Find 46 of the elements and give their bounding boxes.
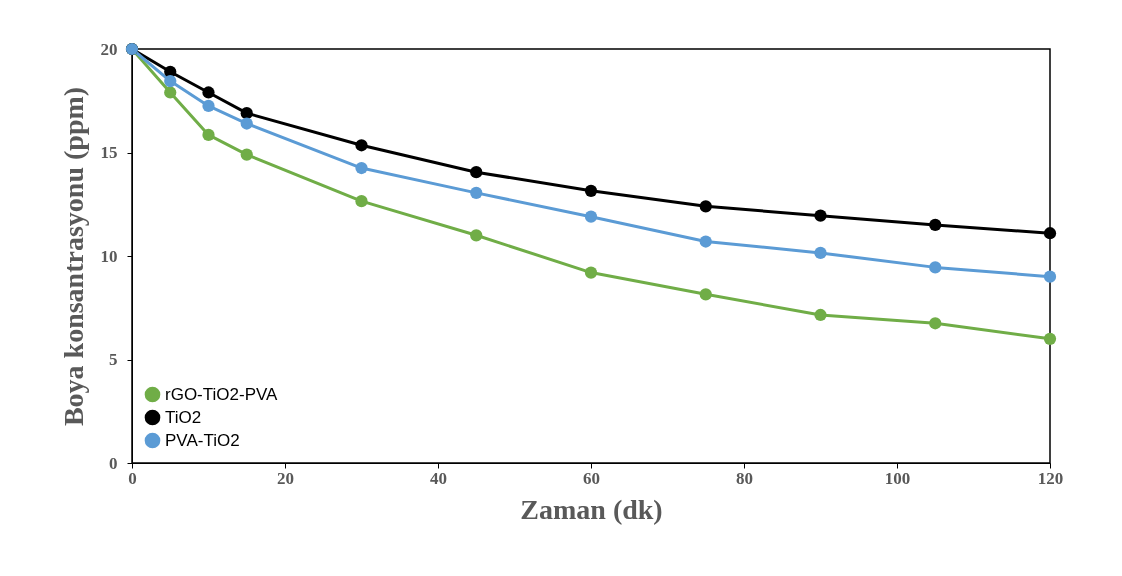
point [584,184,598,197]
point [584,266,598,279]
point [699,288,712,301]
point [929,261,942,274]
x-tick-label: 120 [1037,468,1064,488]
point [240,117,253,130]
y-tick-label: 10 [100,246,118,266]
y-axis-title: Boya konsantrasyonu (ppm) [57,86,89,427]
point [699,235,712,248]
x-tick-label: 20 [277,468,294,488]
y-tick-label: 20 [100,39,118,59]
point [470,166,483,179]
point [814,308,827,322]
point [1043,332,1057,345]
point [929,317,942,330]
point [470,186,483,199]
point [355,195,368,208]
x-tick-label: 60 [583,468,600,488]
x-tick-label: 40 [430,468,447,488]
x-tick-label: 100 [884,468,911,488]
point [202,86,215,99]
point [240,148,253,161]
point [814,209,827,222]
point [699,200,712,213]
point [164,74,177,88]
point [929,218,942,232]
y-tick-label: 0 [109,453,118,473]
x-tick-label: 80 [736,468,753,488]
y-tick-label: 15 [100,143,118,162]
legend-label: PVA-TiO2 [165,430,240,450]
point [814,246,827,260]
y-tick-label: 5 [109,350,118,369]
legend-label: rGO-TiO2-PVA [165,384,279,404]
point [584,210,598,223]
point [1043,270,1057,283]
point [202,128,215,142]
point [355,161,368,175]
point [164,86,177,99]
x-axis-title: Zaman (dk) [520,493,663,525]
x-tick-label: 0 [128,468,137,488]
point [355,139,368,152]
point [1043,227,1057,240]
point [240,107,253,120]
legend-label: TiO2 [165,407,202,427]
point [470,229,483,242]
point [202,99,215,113]
